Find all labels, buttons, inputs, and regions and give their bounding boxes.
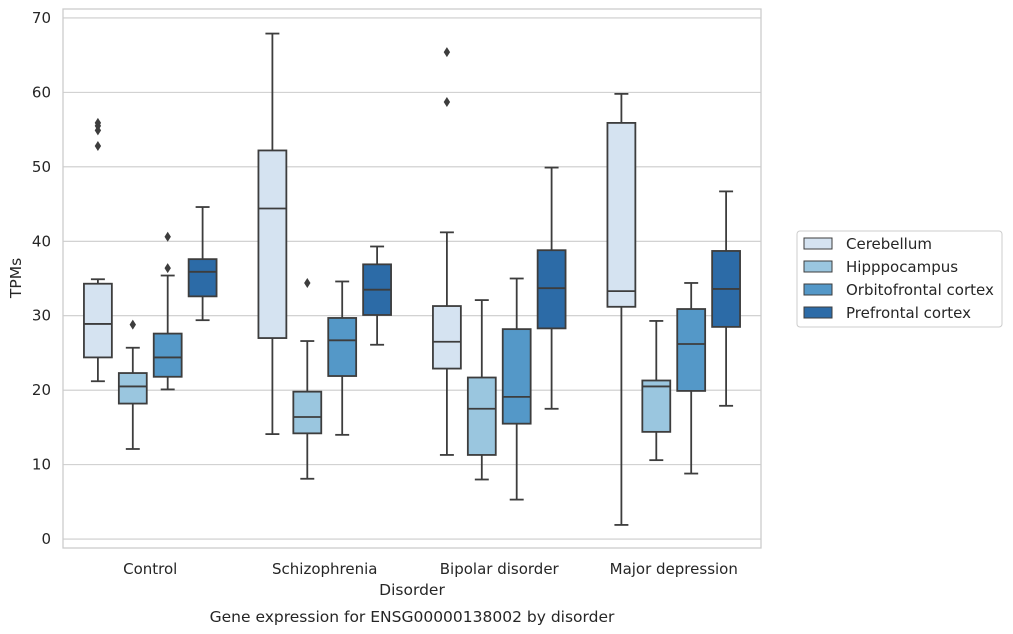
chart-caption: Gene expression for ENSG00000138002 by d… [210,608,615,626]
box-1-0 [257,32,288,435]
y-tick-label-10: 10 [32,456,51,474]
x-tick-label-3: Major depression [610,560,738,578]
y-tick-label-40: 40 [32,232,51,250]
outlier-point [129,319,136,330]
x-tick-label-0: Control [123,560,177,578]
legend-swatch-cerebellum [803,237,833,250]
box-iqr [641,379,672,433]
box-iqr [257,149,288,339]
box-0-3 [187,206,218,322]
box-3-3 [711,190,741,407]
legend-label-prefrontal: Prefrontal cortex [846,304,971,322]
legend-label-orbitofrontal: Orbitofrontal cortex [846,281,994,299]
y-tick-label-0: 0 [41,530,51,548]
y-tick-labels: 0 10 20 30 40 50 60 70 [32,9,51,548]
gridlines [63,17,761,540]
legend-swatch-prefrontal [803,306,833,319]
x-tick-label-2: Bipolar disorder [440,560,560,578]
box-1-2 [327,280,358,436]
box-2-0 [432,47,462,456]
box-iqr [536,249,567,330]
y-axis-title: TPMs [7,258,25,299]
y-tick-label-70: 70 [32,9,51,27]
box-1-1 [292,277,323,480]
x-axis-title: Disorder [379,581,445,599]
box-iqr [327,317,358,377]
box-2-3 [536,166,567,410]
box-iqr [187,258,218,298]
outlier-point [443,97,451,108]
legend-frame [796,230,1003,328]
legend-label-cerebellum: Cerebellum [846,235,932,253]
box-iqr [432,305,462,370]
box-2-2 [501,277,532,501]
box-iqr [501,328,532,425]
outlier-point [94,117,102,128]
y-tick-label-20: 20 [32,381,51,399]
legend-swatch-orbitofrontal [803,283,833,296]
box-3-0 [606,92,637,526]
y-tick-label-50: 50 [32,158,51,176]
box-iqr [606,122,637,308]
outlier-point [164,231,171,242]
box-series [83,32,741,526]
legend-label-hippocampus: Hipppocampus [846,258,958,276]
box-0-0 [83,117,113,383]
y-tick-label-60: 60 [32,83,51,101]
box-0-1 [117,319,148,450]
box-3-2 [676,282,707,475]
box-2-1 [466,299,497,481]
legend-swatch-hippocampus [803,260,833,273]
box-iqr [83,282,113,359]
outlier-point [164,263,171,274]
box-0-2 [152,231,183,391]
legend: Cerebellum Hipppocampus Orbitofrontal co… [796,230,1003,328]
box-iqr [292,390,323,435]
box-iqr [676,308,707,392]
box-iqr [466,376,497,456]
outlier-point [94,140,102,151]
outlier-point [443,47,451,58]
box-3-1 [641,320,672,462]
plot-frame [62,8,762,549]
x-tick-label-1: Schizophrenia [272,560,377,578]
y-tick-label-30: 30 [32,307,51,325]
box-iqr [152,332,183,378]
box-iqr [117,372,148,405]
box-1-3 [362,245,392,346]
x-tick-labels: Control Schizophrenia Bipolar disorder Majo… [123,560,738,578]
outlier-point [304,277,311,288]
